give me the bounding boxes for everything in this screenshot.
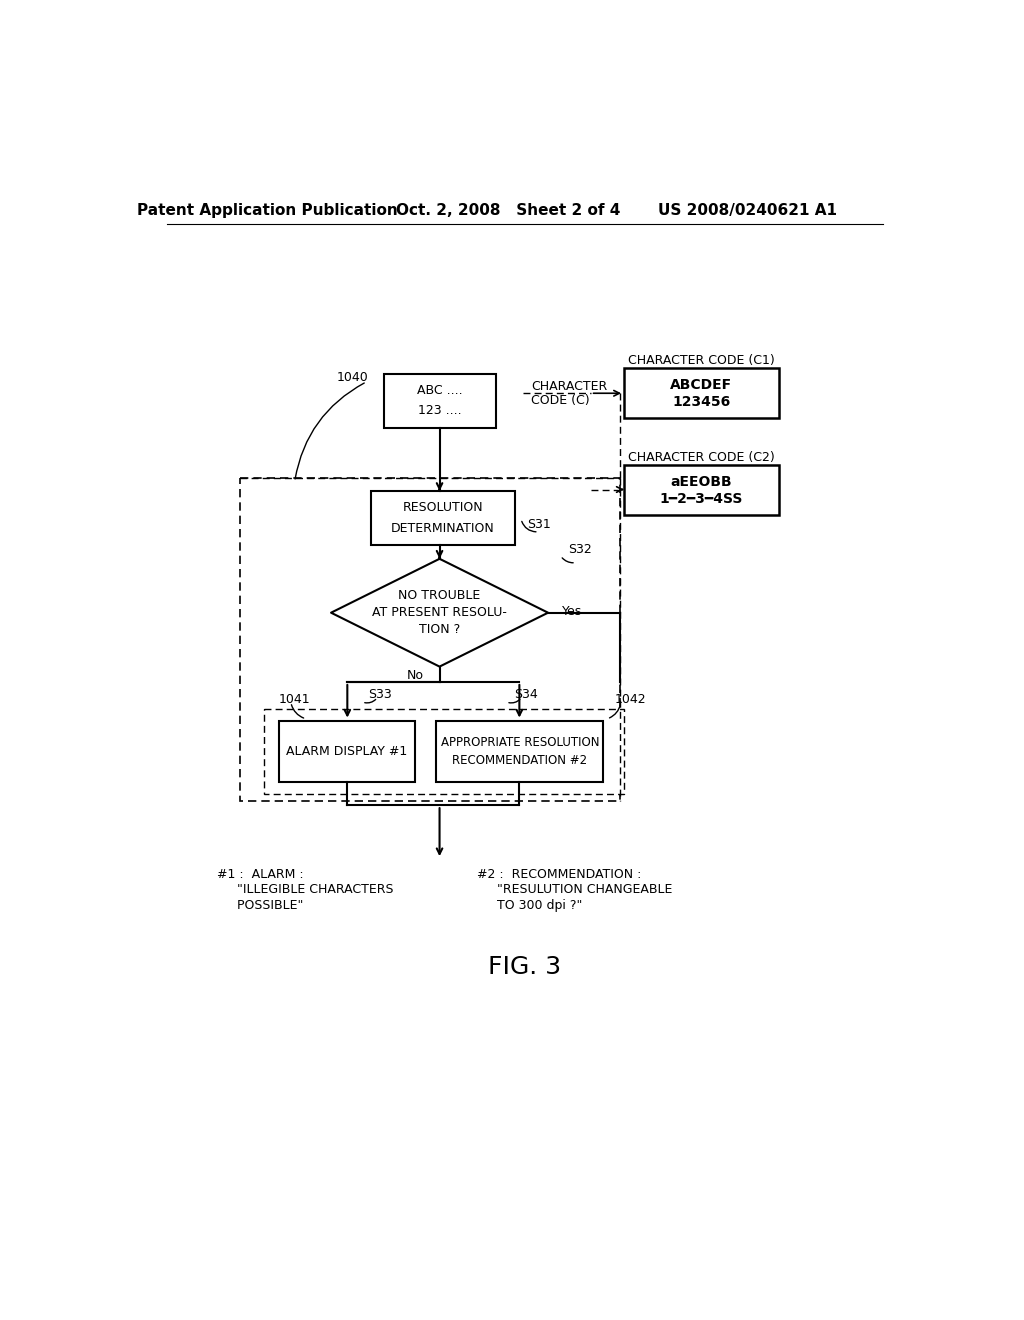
Text: No: No	[407, 669, 424, 682]
Text: CHARACTER CODE (C2): CHARACTER CODE (C2)	[628, 450, 775, 463]
Text: 123 ....: 123 ....	[418, 404, 462, 417]
Text: 1040: 1040	[337, 371, 369, 384]
Text: CHARACTER CODE (C1): CHARACTER CODE (C1)	[628, 354, 775, 367]
Bar	[280, 721, 415, 781]
Bar	[241, 478, 621, 801]
Text: CODE (C): CODE (C)	[531, 393, 590, 407]
Text: ALARM DISPLAY #1: ALARM DISPLAY #1	[287, 744, 408, 758]
Text: NO TROUBLE: NO TROUBLE	[398, 589, 480, 602]
Text: S33: S33	[369, 688, 392, 701]
Text: aEEOBB: aEEOBB	[671, 475, 732, 488]
Text: 123456: 123456	[673, 395, 731, 409]
Text: RESOLUTION: RESOLUTION	[402, 502, 483, 515]
Text: Oct. 2, 2008   Sheet 2 of 4: Oct. 2, 2008 Sheet 2 of 4	[395, 203, 620, 218]
Text: APPROPRIATE RESOLUTION: APPROPRIATE RESOLUTION	[440, 735, 599, 748]
Text: TO 300 dpi ?": TO 300 dpi ?"	[477, 899, 582, 912]
Text: #1 :  ALARM :: #1 : ALARM :	[217, 869, 304, 880]
Text: 1━2━3━4SS: 1━2━3━4SS	[659, 492, 743, 506]
Bar	[624, 465, 779, 515]
Bar	[372, 491, 515, 545]
Text: CHARACTER: CHARACTER	[531, 380, 607, 393]
Text: DETERMINATION: DETERMINATION	[391, 521, 495, 535]
Text: 1041: 1041	[280, 693, 310, 706]
Text: 1042: 1042	[614, 693, 646, 706]
Text: TION ?: TION ?	[419, 623, 460, 636]
Bar	[624, 368, 779, 418]
Text: S32: S32	[568, 543, 592, 556]
Text: #2 :  RECOMMENDATION :: #2 : RECOMMENDATION :	[477, 869, 641, 880]
Text: Patent Application Publication: Patent Application Publication	[137, 203, 398, 218]
Text: FIG. 3: FIG. 3	[488, 954, 561, 979]
Bar	[436, 721, 603, 781]
Text: S34: S34	[514, 688, 538, 701]
Text: "RESULUTION CHANGEABLE: "RESULUTION CHANGEABLE	[477, 883, 672, 896]
Text: "ILLEGIBLE CHARACTERS: "ILLEGIBLE CHARACTERS	[217, 883, 393, 896]
Text: ABCDEF: ABCDEF	[671, 378, 732, 392]
Bar	[384, 374, 496, 428]
Text: US 2008/0240621 A1: US 2008/0240621 A1	[658, 203, 838, 218]
Text: ABC ....: ABC ....	[417, 384, 463, 397]
Text: S31: S31	[527, 517, 551, 531]
Text: AT PRESENT RESOLU-: AT PRESENT RESOLU-	[372, 606, 507, 619]
Text: POSSIBLE": POSSIBLE"	[217, 899, 303, 912]
Text: RECOMMENDATION #2: RECOMMENDATION #2	[453, 754, 588, 767]
Bar	[263, 709, 624, 793]
Text: Yes: Yes	[562, 605, 583, 618]
